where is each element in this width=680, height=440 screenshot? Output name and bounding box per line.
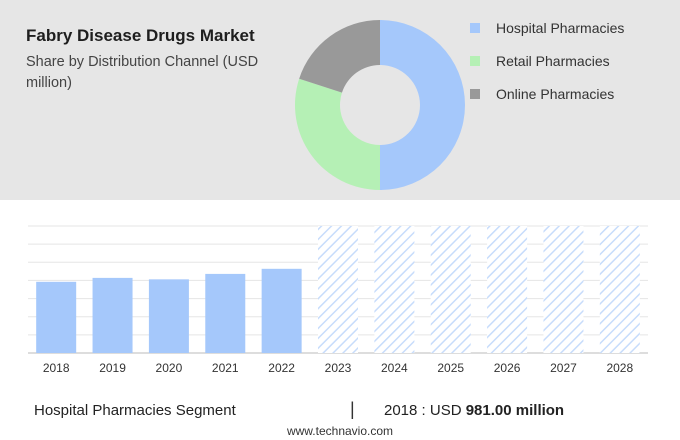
x-tick-label: 2019 [99,361,126,375]
legend-label: Retail Pharmacies [496,53,610,69]
segment-value-prefix: 2018 : USD [384,402,462,419]
forecast-bar-2028 [599,226,640,353]
donut-chart [295,20,465,190]
x-tick-label: 2028 [606,361,633,375]
x-tick-label: 2021 [212,361,239,375]
forecast-bar-2024 [374,226,415,353]
legend-item: Online Pharmacies [470,84,624,104]
bar-2019 [92,277,133,353]
legend-item: Hospital Pharmacies [470,18,624,38]
legend-label: Online Pharmacies [496,86,615,102]
legend-swatch [470,89,480,99]
forecast-bar-2026 [487,226,528,353]
legend-swatch [470,23,480,33]
forecast-bar-2023 [318,226,358,353]
x-tick-label: 2026 [494,361,521,375]
legend: Hospital Pharmacies Retail Pharmacies Onli… [470,18,624,117]
bar-2018 [36,281,77,353]
x-tick-label: 2027 [550,361,577,375]
x-tick-label: 2020 [156,361,183,375]
forecast-bar-2027 [543,226,584,353]
x-tick-label: 2018 [43,361,70,375]
legend-item: Retail Pharmacies [470,51,624,71]
bar-2020 [148,279,189,353]
footer-separator: | [350,399,355,419]
source-link[interactable]: www.technavio.com [286,424,394,438]
legend-swatch [470,56,480,66]
donut-slice-retail-pharmacies [295,78,380,190]
segment-value-amount: 981.00 million [465,402,565,419]
legend-label: Hospital Pharmacies [496,20,625,36]
x-tick-label: 2022 [268,361,295,375]
donut-slice-hospital-pharmacies [380,20,465,190]
donut-slice-online-pharmacies [299,20,380,93]
bar-2022 [261,268,302,353]
chart-title: Fabry Disease Drugs Market [26,26,255,45]
bar-2021 [205,273,246,353]
x-tick-label: 2025 [437,361,464,375]
forecast-bar-2025 [430,226,471,353]
segment-label: Hospital Pharmacies Segment [34,402,236,419]
x-tick-label: 2024 [381,361,408,375]
x-tick-label: 2023 [325,361,352,375]
chart-subtitle: Share by Distribution Channel (USD milli… [26,54,259,91]
bar-chart: 2018 2019 2020 2021 2022 2023 2024 2025 2026 2027… [28,225,648,375]
segment-value: 2018 : USD 981.00 million [384,402,564,419]
